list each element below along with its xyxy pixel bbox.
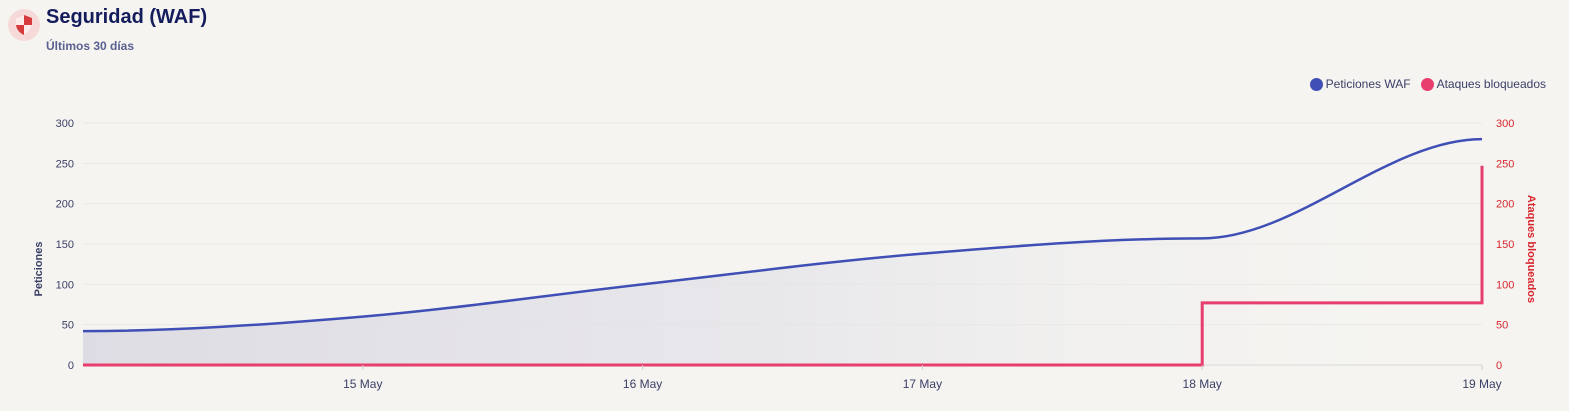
series-requests-line[interactable] xyxy=(82,137,1483,333)
y-right-tick-label: 50 xyxy=(1496,320,1508,332)
chart-legend: Peticiones WAF Ataques bloqueados xyxy=(1300,77,1546,91)
y-left-tick-label: 150 xyxy=(56,239,74,251)
series-blocked-line[interactable] xyxy=(83,165,1484,367)
y-right-tick-label: 200 xyxy=(1496,199,1514,211)
shield-icon xyxy=(16,15,32,35)
card-header: Seguridad (WAF) Últimos 30 días xyxy=(8,6,207,53)
x-tick-label: 16 May xyxy=(623,377,662,391)
x-tick-label: 17 May xyxy=(903,377,942,391)
legend-dot-requests xyxy=(1309,77,1323,91)
y-right-axis-title: Ataques bloqueados xyxy=(1525,195,1537,303)
y-left-tick-label: 50 xyxy=(62,320,74,332)
y-right-tick-label: 300 xyxy=(1496,118,1514,130)
legend-label-requests: Peticiones WAF xyxy=(1325,77,1411,91)
y-right-tick-label: 150 xyxy=(1496,239,1514,251)
x-tick-label: 18 May xyxy=(1183,377,1222,391)
series-requests-area xyxy=(83,139,1482,365)
y-right-tick-label: 100 xyxy=(1496,279,1514,291)
period-subtitle: Últimos 30 días xyxy=(46,39,135,53)
y-right-tick-label: 0 xyxy=(1496,360,1502,372)
y-left-axis-title: Peticiones xyxy=(33,241,45,296)
y-left-tick-label: 300 xyxy=(56,118,74,130)
legend-item-requests[interactable]: Peticiones WAF xyxy=(1309,77,1411,91)
y-left-tick-label: 200 xyxy=(56,199,74,211)
y-right-tick-label: 250 xyxy=(1496,158,1514,170)
legend-dot-blocked xyxy=(1420,77,1434,91)
shield-badge xyxy=(8,9,40,41)
y-left-tick-label: 250 xyxy=(56,158,74,170)
x-tick-label: 19 May xyxy=(1462,377,1501,391)
y-left-tick-label: 100 xyxy=(56,279,74,291)
x-tick-label: 15 May xyxy=(343,377,382,391)
page-title: Seguridad (WAF) xyxy=(46,6,208,28)
legend-label-blocked: Ataques bloqueados xyxy=(1436,77,1546,91)
y-left-tick-label: 0 xyxy=(68,360,74,372)
legend-item-blocked[interactable]: Ataques bloqueados xyxy=(1420,77,1546,91)
